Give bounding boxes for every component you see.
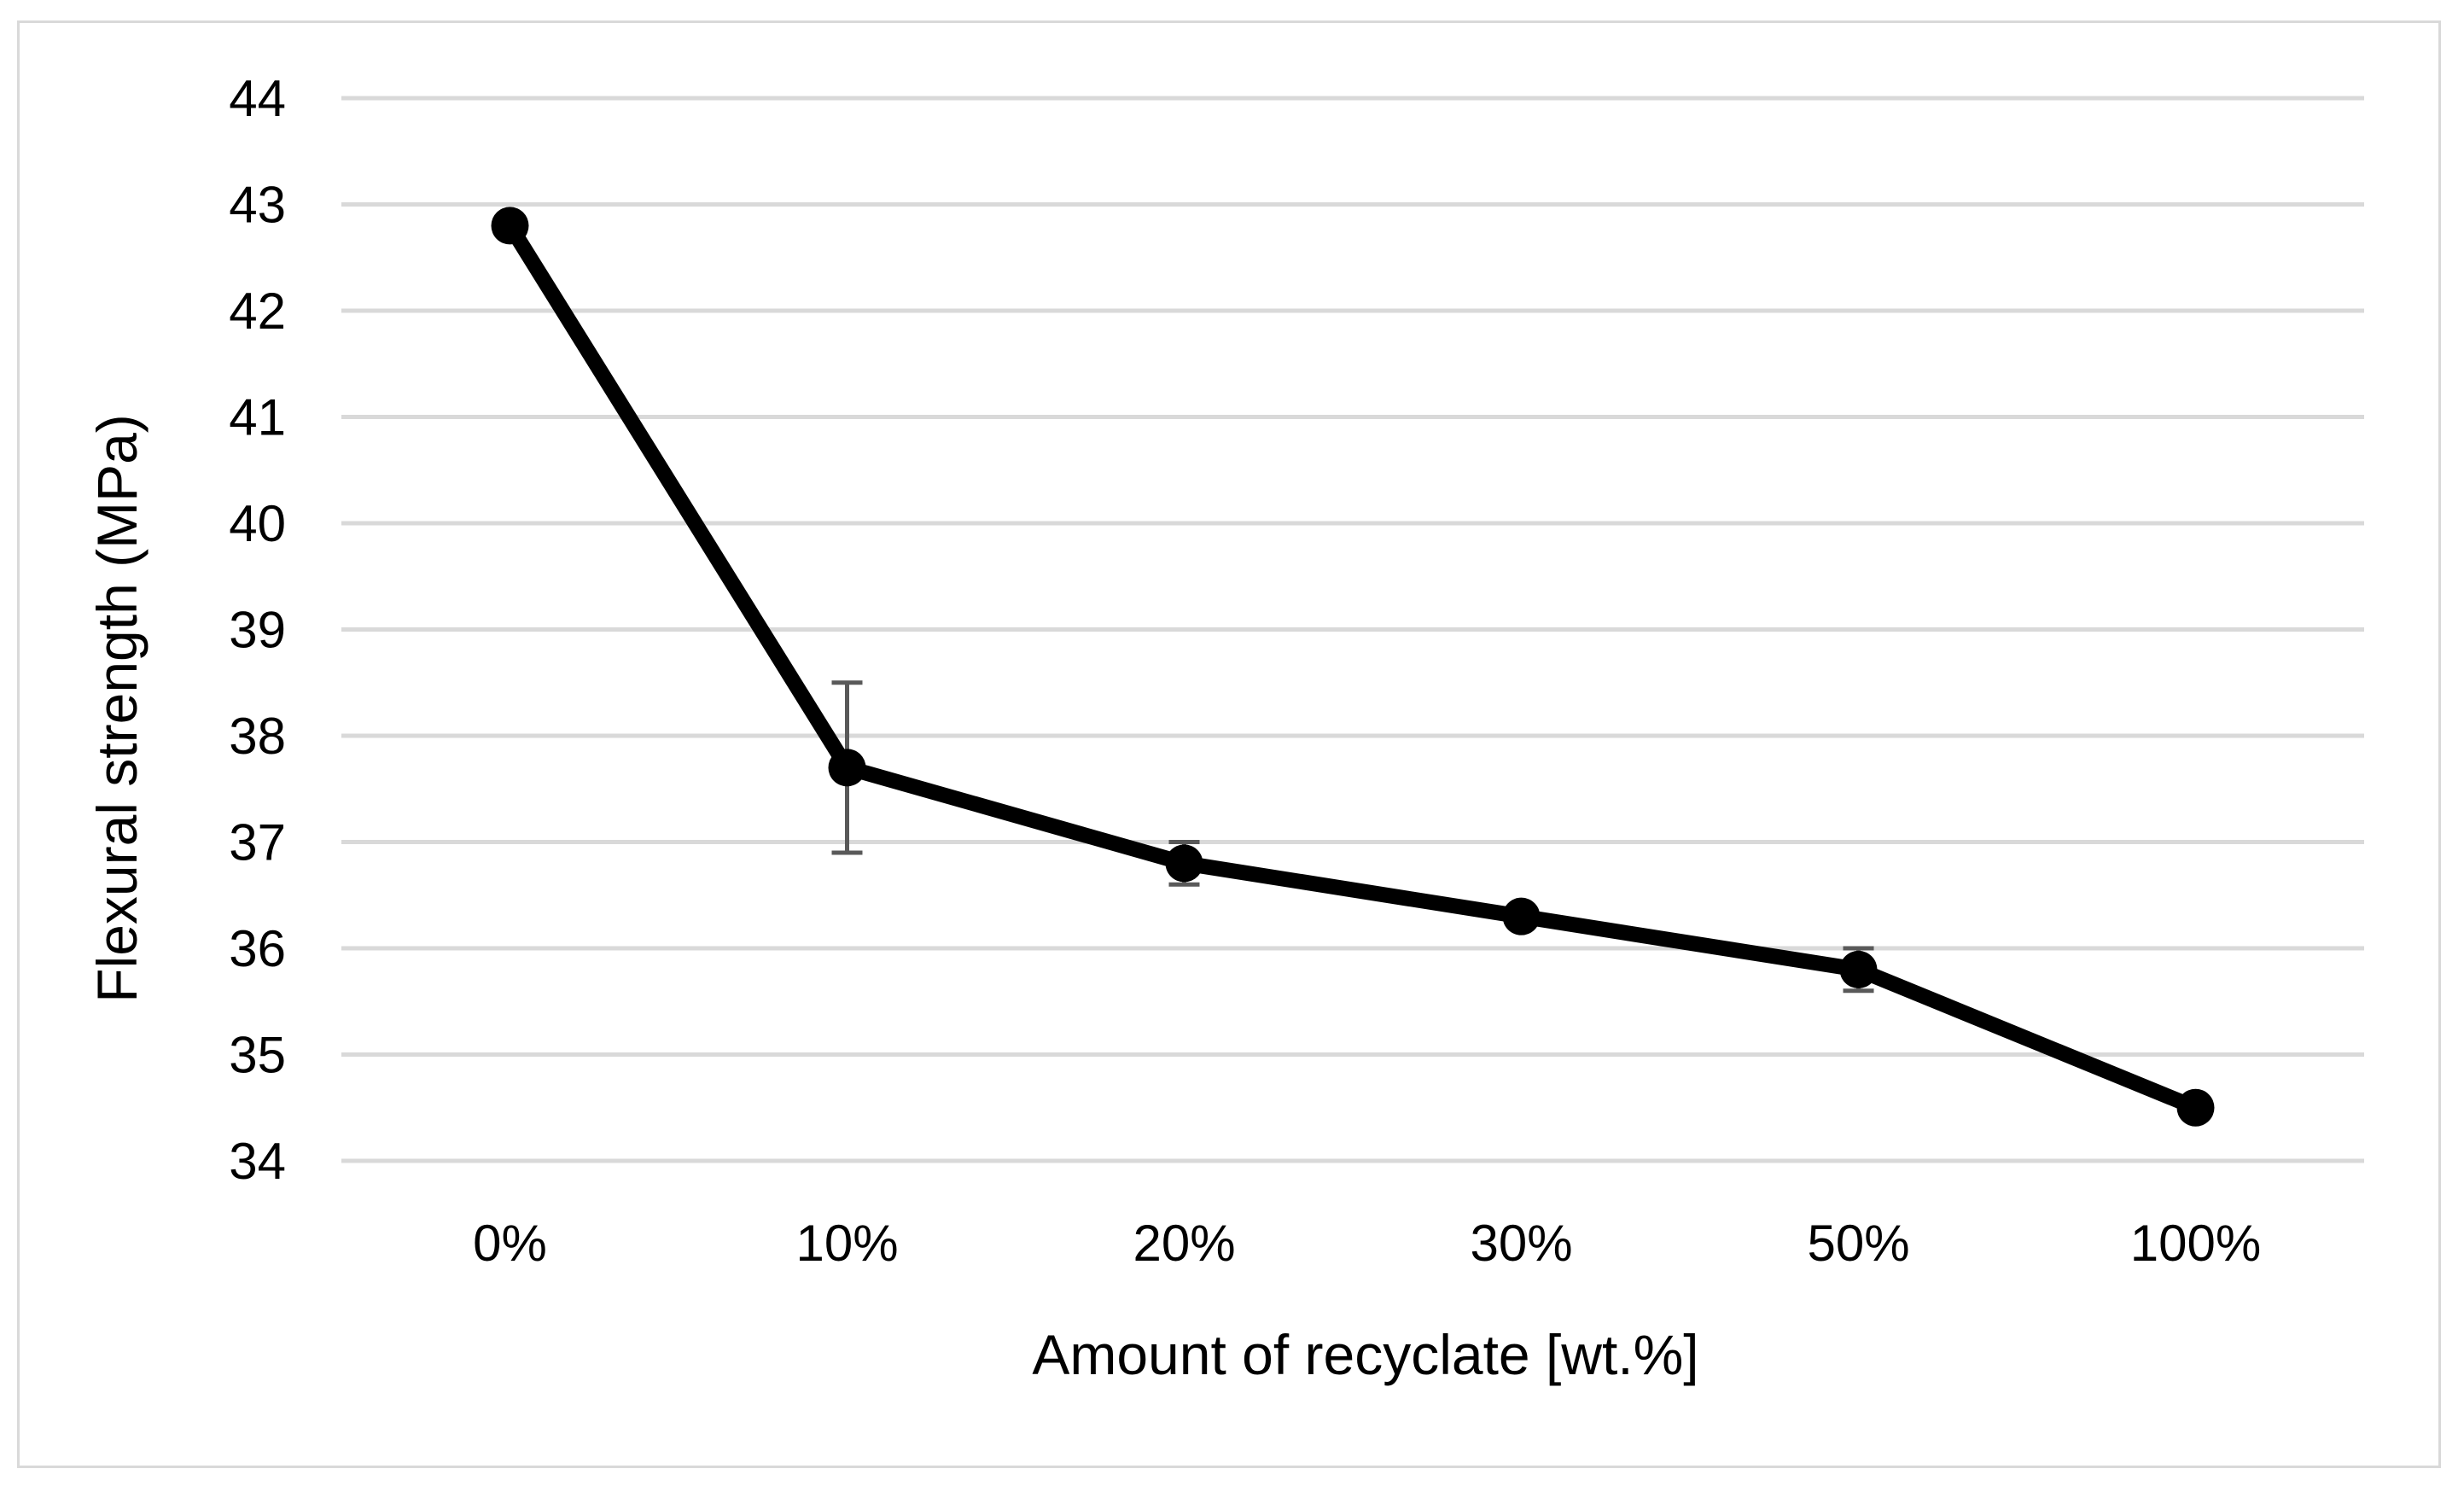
x-tick-label-0: 0% [473, 1215, 547, 1272]
y-tick-label-38: 38 [229, 708, 286, 765]
y-tick-label-34: 34 [229, 1133, 286, 1190]
data-point-4 [1839, 950, 1878, 988]
data-point-1 [828, 749, 866, 787]
data-point-0 [491, 207, 529, 245]
data-point-5 [2176, 1088, 2215, 1127]
y-tick-label-35: 35 [229, 1027, 286, 1084]
data-series [491, 207, 2215, 1127]
y-tick-label-42: 42 [229, 283, 286, 340]
y-tick-label-43: 43 [229, 177, 286, 234]
y-axis-title: Flexural strength (MPa) [85, 414, 149, 1003]
x-axis-ticks: 0% 10% 20% 30% 50% 100% [473, 1215, 2261, 1272]
x-tick-label-5: 100% [2130, 1215, 2261, 1272]
x-tick-label-1: 10% [795, 1215, 898, 1272]
data-point-2 [1165, 844, 1203, 883]
x-tick-label-2: 20% [1133, 1215, 1235, 1272]
y-tick-label-37: 37 [229, 814, 286, 871]
x-tick-label-3: 30% [1470, 1215, 1572, 1272]
y-tick-label-44: 44 [229, 70, 286, 127]
chart-frame [17, 20, 2441, 1468]
y-tick-label-40: 40 [229, 495, 286, 552]
y-tick-label-39: 39 [229, 602, 286, 659]
gridlines [341, 96, 2364, 1163]
y-axis-ticks: 34 35 36 37 38 39 40 41 42 43 44 [229, 70, 286, 1190]
y-tick-label-41: 41 [229, 389, 286, 446]
series-line-0 [502, 218, 2204, 1116]
x-tick-label-4: 50% [1807, 1215, 1909, 1272]
x-axis-title: Amount of recyclate [wt.%] [1032, 1323, 1698, 1386]
data-point-3 [1502, 897, 1541, 935]
y-tick-label-36: 36 [229, 920, 286, 977]
